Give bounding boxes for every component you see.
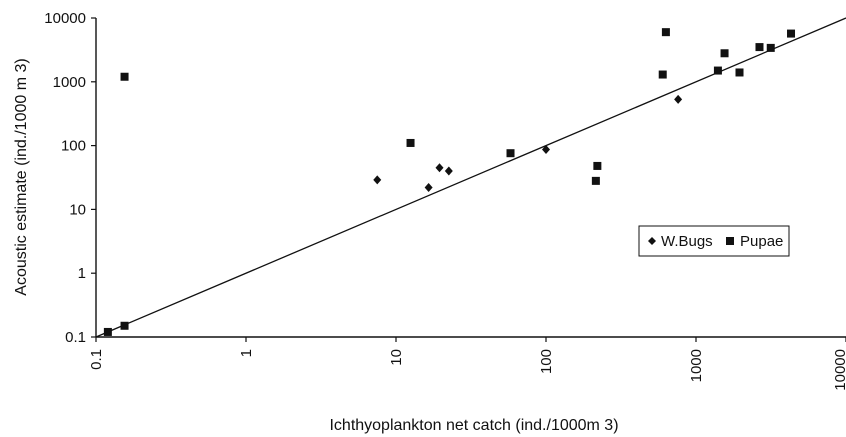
x-tick-label: 1 <box>238 349 255 357</box>
legend-diamond-marker <box>648 237 656 245</box>
x-tick-label: 10000 <box>832 349 846 391</box>
x-tick-label: 10 <box>388 349 405 366</box>
x-tick-label: 1000 <box>688 349 705 382</box>
point-pupae <box>506 149 515 158</box>
y-tick-label: 100 <box>61 138 86 155</box>
legend-label-wbugs: W.Bugs <box>661 233 713 250</box>
point-pupae <box>720 49 729 58</box>
y-ticks: 0.1 1 10 100 1000 10000 <box>44 10 96 346</box>
legend-square-marker <box>726 237 734 245</box>
point-pupae <box>661 28 670 37</box>
legend-label-pupae: Pupae <box>740 233 783 250</box>
point-pupae <box>658 70 667 79</box>
point-pupae <box>591 176 600 185</box>
point-pupae <box>120 321 129 330</box>
point-wbugs <box>424 183 433 193</box>
point-pupae <box>787 29 796 38</box>
point-wbugs <box>373 175 382 185</box>
y-tick-label: 0.1 <box>65 329 86 346</box>
point-pupae <box>713 66 722 75</box>
y-axis-label: Acoustic estimate (ind./1000 m 3) <box>13 58 30 295</box>
legend: W.Bugs Pupae <box>638 225 790 257</box>
legend-box <box>638 225 790 257</box>
y-tick-label: 10000 <box>44 10 86 27</box>
point-pupae <box>766 43 775 52</box>
fit-line <box>95 17 846 338</box>
point-pupae <box>103 327 112 336</box>
y-tick-label: 10 <box>69 201 86 218</box>
point-wbugs <box>435 163 444 173</box>
point-pupae <box>406 138 415 147</box>
y-tick-label: 1000 <box>53 74 86 91</box>
plot-area: 0.1 1 10 100 1000 10000 0.1 1 10 100 1000 10000 <box>44 10 846 391</box>
x-tick-label: 0.1 <box>88 349 105 370</box>
point-pupae <box>735 68 744 77</box>
point-wbugs <box>444 166 453 176</box>
x-axis-label: Ichthyoplankton net catch (ind./1000m 3) <box>329 417 618 434</box>
point-wbugs <box>674 94 683 104</box>
point-pupae <box>120 72 129 81</box>
x-ticks: 0.1 1 10 100 1000 10000 <box>88 337 846 391</box>
point-pupae <box>593 161 602 170</box>
y-tick-label: 1 <box>78 265 86 282</box>
data-points <box>103 28 796 336</box>
point-pupae <box>755 43 764 52</box>
point-wbugs <box>542 144 550 154</box>
x-tick-label: 100 <box>538 349 555 374</box>
